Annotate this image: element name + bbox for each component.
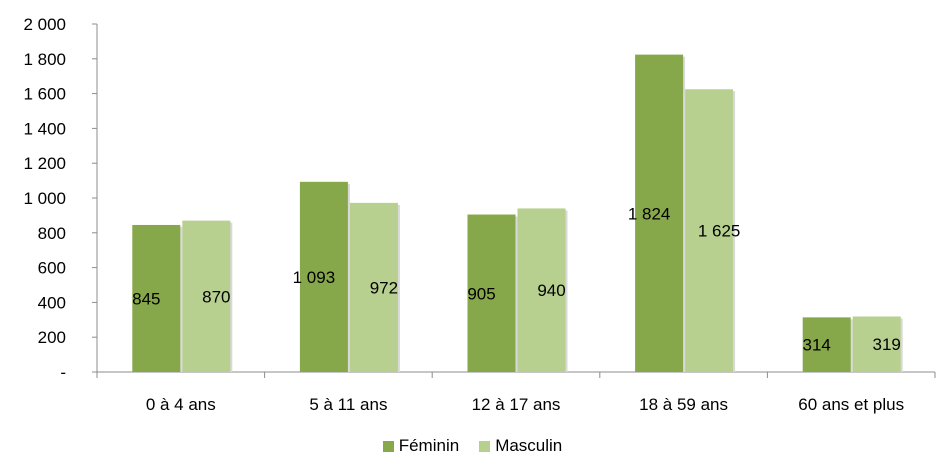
y-tick-label: 1 000: [23, 189, 66, 208]
legend-swatch-masculin: [479, 440, 491, 452]
data-label: 870: [202, 287, 230, 306]
bar-masculin: [349, 202, 398, 372]
x-axis: 0 à 4 ans 5 à 11 ans 12 à 17 ans 18 à 59 an…: [96, 371, 936, 414]
y-tick-label: 600: [38, 259, 66, 278]
y-tick-label: 400: [38, 293, 66, 312]
y-tick-label: 800: [38, 224, 66, 243]
data-label: 319: [873, 335, 901, 354]
data-labels: 845 870 1 093 972 905 940 1 824 1 625 314 319: [132, 204, 901, 354]
data-label: 1 093: [293, 268, 336, 287]
y-tick-label: 1 200: [23, 154, 66, 173]
x-tick-label: 12 à 17 ans: [472, 395, 561, 414]
data-label: 314: [803, 336, 831, 355]
x-tick-label: 18 à 59 ans: [639, 395, 728, 414]
legend-swatch-feminin: [382, 440, 394, 452]
legend-item-masculin: Masculin: [479, 436, 562, 456]
x-tick-label: 0 à 4 ans: [146, 395, 216, 414]
x-tick-label: 5 à 11 ans: [309, 395, 387, 414]
y-tick-label: 1 400: [23, 119, 66, 138]
bar-feminin: [635, 54, 684, 373]
bar-feminin: [299, 181, 348, 372]
y-tick-label: 2 000: [23, 15, 66, 34]
data-label: 940: [537, 281, 565, 300]
bar-masculin: [685, 89, 734, 372]
y-tick-label: 1 600: [23, 85, 66, 104]
y-tick-label: 200: [38, 328, 66, 347]
legend-label-masculin: Masculin: [495, 436, 563, 455]
data-label: 905: [467, 284, 495, 303]
data-label: 845: [132, 289, 160, 308]
data-label: 972: [370, 278, 398, 297]
legend-label-feminin: Féminin: [398, 436, 460, 455]
y-tick-label: -: [60, 363, 66, 382]
bars: [132, 54, 903, 373]
bar-masculin: [517, 208, 566, 372]
legend-item-feminin: Féminin: [382, 436, 460, 456]
data-label: 1 625: [698, 222, 741, 241]
bar-masculin: [852, 316, 901, 372]
x-tick-label: 60 ans et plus: [798, 395, 904, 414]
data-label: 1 824: [628, 204, 671, 223]
bar-feminin: [802, 317, 851, 372]
bar-feminin: [467, 214, 516, 372]
bar-masculin: [182, 220, 231, 372]
legend: Féminin Masculin: [0, 436, 945, 456]
y-tick-label: 1 800: [23, 50, 66, 69]
bar-feminin: [132, 224, 181, 372]
y-axis: - 200 400 600 800 1 000 1 200 1 400 1 600 1 800 2 …: [23, 15, 98, 382]
